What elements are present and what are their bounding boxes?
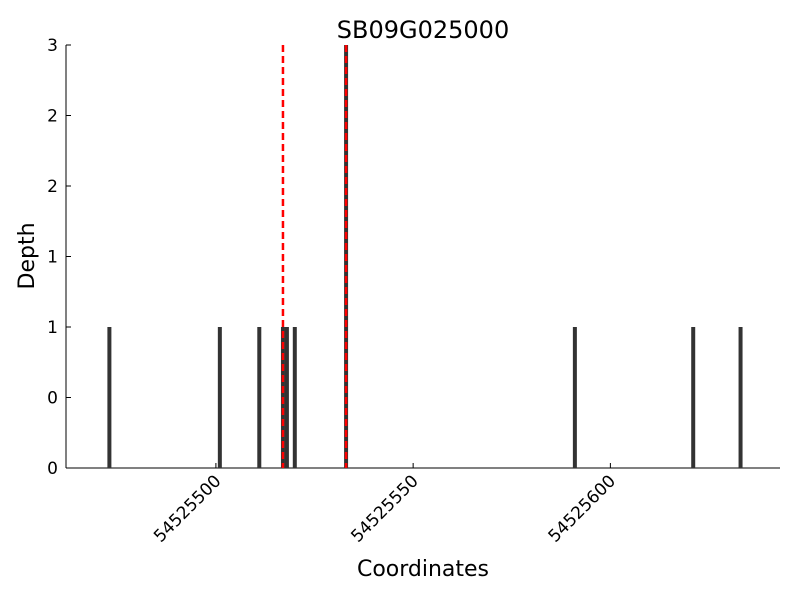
x-axis-label: Coordinates — [357, 557, 489, 582]
bar — [292, 327, 297, 468]
chart-title: SB09G025000 — [337, 16, 509, 44]
bar — [107, 327, 112, 468]
bar — [217, 327, 222, 468]
y-tick-label: 3 — [47, 36, 58, 56]
bar — [691, 327, 696, 468]
bar — [257, 327, 262, 468]
y-tick-label: 1 — [47, 318, 58, 338]
x-tick-label: 54525500 — [150, 471, 225, 546]
bar — [738, 327, 743, 468]
x-tick-label: 54525600 — [545, 471, 620, 546]
bar — [572, 327, 577, 468]
y-tick-label: 1 — [47, 248, 58, 268]
y-tick-label: 2 — [47, 177, 58, 197]
y-axis-label: Depth — [15, 222, 40, 289]
y-tick-label: 0 — [47, 459, 58, 479]
y-tick-label: 0 — [47, 389, 58, 409]
x-tick-label: 54525550 — [347, 471, 422, 546]
bar — [284, 327, 289, 468]
y-tick-label: 2 — [47, 107, 58, 127]
